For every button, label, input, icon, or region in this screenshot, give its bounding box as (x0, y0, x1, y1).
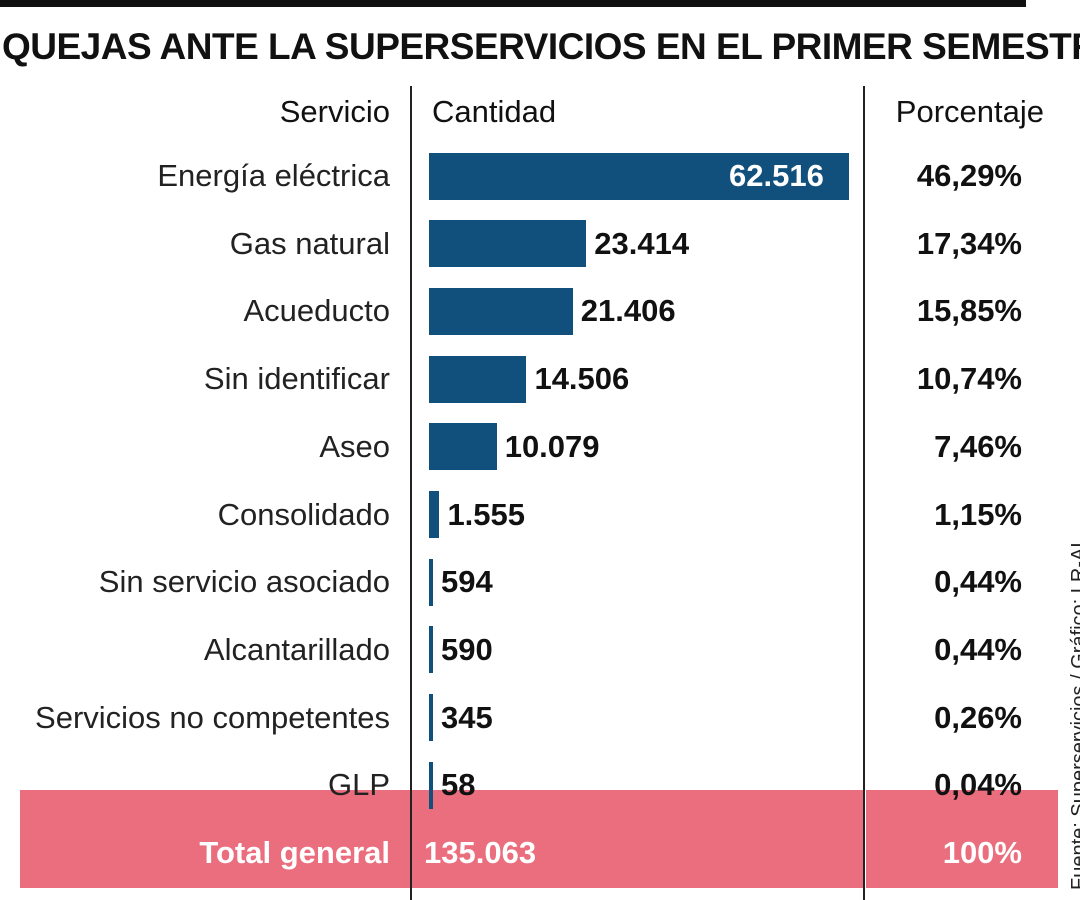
bar (429, 626, 433, 674)
column-divider-right (863, 86, 865, 900)
category-label: Sin servicio asociado (98, 564, 390, 600)
category-label: Gas natural (229, 225, 390, 261)
category-label: Sin identificar (203, 361, 390, 397)
bar (429, 558, 433, 606)
data-label: 1.555 (447, 496, 526, 532)
bar (429, 220, 587, 268)
category-label: Aseo (319, 428, 390, 464)
percent-label: 17,34% (916, 225, 1022, 261)
chart-title: QUEJAS ANTE LA SUPERSERVICIOS EN EL PRIM… (2, 26, 1080, 67)
category-label: Energía eléctrica (157, 158, 390, 193)
bar (429, 761, 433, 809)
bar (429, 694, 433, 742)
percent-label: 10,74% (916, 361, 1022, 397)
total-label: Total general (199, 835, 390, 870)
category-label: GLP (327, 767, 390, 803)
header-service: Servicio (279, 94, 390, 129)
percent-label: 0,04% (934, 767, 1022, 803)
header-percent: Porcentaje (895, 94, 1044, 129)
category-label: Servicios no competentes (35, 699, 390, 735)
percent-label: 46,29% (916, 158, 1022, 193)
data-label: 345 (441, 699, 493, 735)
data-label: 594 (441, 564, 493, 600)
bar (429, 152, 849, 200)
percent-label: 0,26% (934, 699, 1022, 735)
bar (429, 287, 573, 335)
percent-label: 0,44% (934, 564, 1022, 600)
total-row-band (20, 790, 863, 888)
top-rule (0, 0, 1026, 7)
total-row-band-percent (866, 790, 1058, 888)
category-label: Consolidado (217, 496, 390, 532)
source-credit: Fuente: Superservicios / Gráfico: LR-AL (1068, 536, 1080, 890)
category-label: Alcantarillado (203, 631, 390, 667)
data-label: 21.406 (580, 293, 676, 329)
column-divider-left (410, 86, 412, 900)
category-label: Acueducto (243, 293, 391, 329)
data-label: 62.516 (729, 158, 824, 193)
data-label: 590 (441, 631, 493, 667)
data-label: 10.079 (504, 428, 600, 464)
total-percent: 100% (942, 835, 1022, 870)
percent-label: 1,15% (934, 496, 1022, 532)
data-label: 14.506 (534, 361, 630, 397)
percent-label: 0,44% (934, 631, 1022, 667)
data-label: 58 (441, 767, 476, 803)
header-count: Cantidad (432, 94, 557, 129)
percent-label: 7,46% (934, 428, 1022, 464)
bar (429, 491, 440, 538)
percent-label: 15,85% (916, 293, 1022, 329)
bar (429, 355, 527, 403)
total-value: 135.063 (424, 835, 537, 870)
data-label: 23.414 (594, 225, 690, 261)
bar (429, 423, 497, 471)
